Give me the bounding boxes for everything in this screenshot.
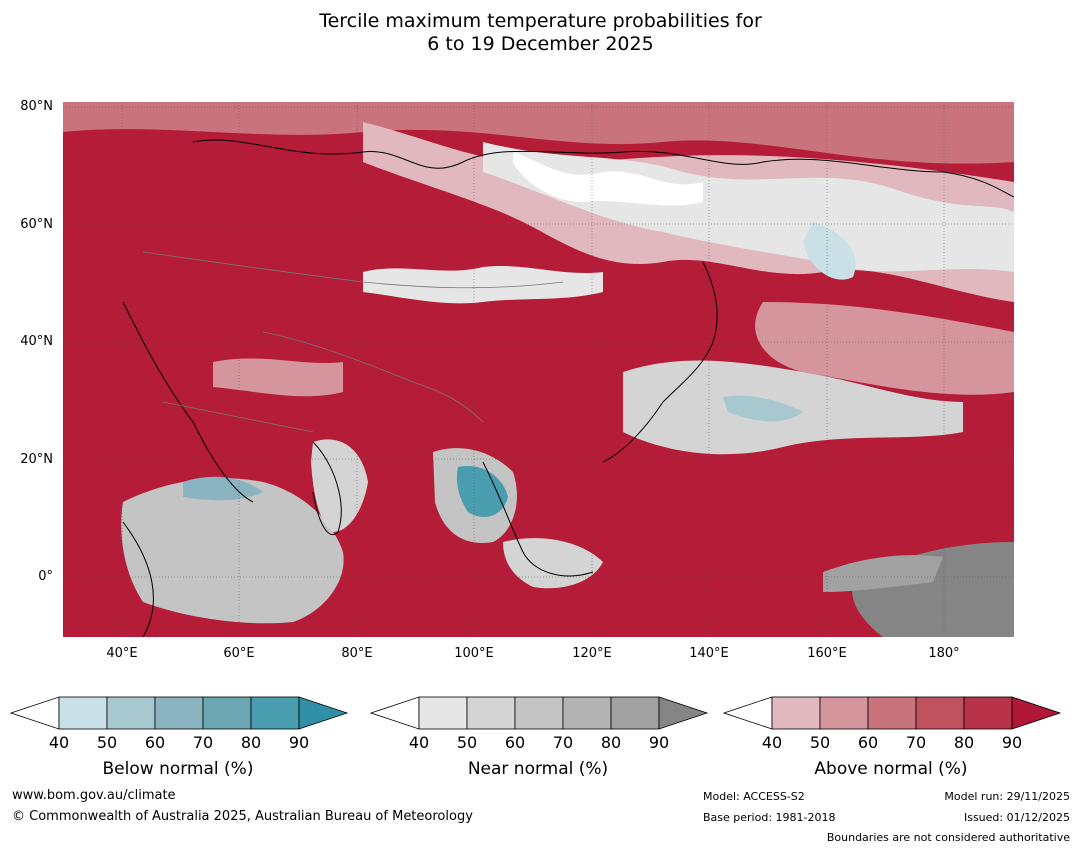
- cb-near-tick-70: 70: [552, 733, 574, 752]
- colorbar-near-50-60: [466, 696, 516, 730]
- probability-map-svg: [63, 102, 1014, 637]
- colorbar-near-60-70: [514, 696, 564, 730]
- zone-below-kamchatka: [803, 222, 856, 280]
- cb-below-tick-70: 70: [192, 733, 214, 752]
- lat-label-40n: 40°N: [20, 334, 53, 349]
- cb-above-tick-40: 40: [761, 733, 783, 752]
- colorbar-near-70-80: [562, 696, 612, 730]
- colorbar-below-title: Below normal (%): [102, 759, 254, 779]
- cb-above-tick-70: 70: [905, 733, 927, 752]
- graticule: [63, 102, 1014, 637]
- footer-base-period: Base period: 1981-2018: [703, 811, 836, 824]
- zone-below-somalia: [183, 476, 263, 501]
- colorbar-above-extend-low: [723, 696, 773, 730]
- cb-above-tick-60: 60: [857, 733, 879, 752]
- colorbar-above-50-60: [819, 696, 869, 730]
- cb-above-tick-50: 50: [809, 733, 831, 752]
- lat-label-20n: 20°N: [20, 452, 53, 467]
- zone-near-80-south-pacific: [823, 555, 943, 592]
- lon-label-160e: 160°E: [807, 646, 847, 661]
- cb-below-tick-40: 40: [48, 733, 70, 752]
- footer-model: Model: ACCESS-S2: [703, 790, 805, 803]
- probability-map: [63, 102, 1014, 637]
- colorbar-below-70-80: [202, 696, 252, 730]
- footer-boundaries-note: Boundaries are not considered authoritat…: [826, 831, 1070, 844]
- colorbar-below-extend-low: [10, 696, 60, 730]
- footer-website-link[interactable]: www.bom.gov.au/climate: [12, 788, 176, 803]
- colorbar-above-normal: [723, 696, 1062, 730]
- lon-label-120e: 120°E: [572, 646, 612, 661]
- cb-below-tick-90: 90: [288, 733, 310, 752]
- zone-above-50-pacific: [755, 302, 1014, 395]
- lon-label-100e: 100°E: [454, 646, 494, 661]
- lon-label-180: 180°: [928, 646, 960, 661]
- colorbar-near-normal: [370, 696, 709, 730]
- zone-above-iran: [213, 358, 343, 397]
- zone-below-50-pacific: [723, 395, 803, 422]
- colorbar-above-title: Above normal (%): [814, 759, 968, 779]
- colorbar-below-60-70: [154, 696, 204, 730]
- cb-below-tick-60: 60: [144, 733, 166, 752]
- map-title-line1: Tercile maximum temperature probabilitie…: [319, 10, 762, 32]
- colorbar-near-extend-high: [658, 696, 709, 730]
- colorbar-near-40-50: [418, 696, 468, 730]
- cb-near-tick-40: 40: [408, 733, 430, 752]
- colorbar-near-80-90: [610, 696, 660, 730]
- lat-label-60n: 60°N: [20, 217, 53, 232]
- lon-label-140e: 140°E: [689, 646, 729, 661]
- lat-label-80n: 80°N: [20, 99, 53, 114]
- footer-model-run: Model run: 29/11/2025: [944, 790, 1070, 803]
- footer-copyright: © Commonwealth of Australia 2025, Austra…: [12, 809, 473, 824]
- colorbar-above-40-50: [771, 696, 821, 730]
- lon-label-40e: 40°E: [106, 646, 138, 661]
- colorbar-above-extend-high: [1011, 696, 1062, 730]
- colorbar-below-40-50: [58, 696, 108, 730]
- map-title-line2: 6 to 19 December 2025: [427, 33, 654, 55]
- colorbar-near-extend-low: [370, 696, 420, 730]
- colorbar-above-80-90: [963, 696, 1013, 730]
- cb-below-tick-50: 50: [96, 733, 118, 752]
- country-borders: [142, 251, 564, 433]
- colorbar-below-80-90: [250, 696, 300, 730]
- cb-above-tick-80: 80: [953, 733, 975, 752]
- colorbar-above-60-70: [867, 696, 917, 730]
- zone-below-indochina: [456, 466, 508, 517]
- zone-near-india: [311, 439, 368, 532]
- zone-near-africa: [121, 478, 344, 624]
- cb-near-tick-60: 60: [504, 733, 526, 752]
- colorbar-below-50-60: [106, 696, 156, 730]
- colorbar-above-70-80: [915, 696, 965, 730]
- cb-below-tick-80: 80: [240, 733, 262, 752]
- cb-near-tick-90: 90: [648, 733, 670, 752]
- zone-above-70: [63, 102, 1014, 164]
- cb-near-tick-50: 50: [456, 733, 478, 752]
- lon-label-60e: 60°E: [223, 646, 255, 661]
- colorbar-near-title: Near normal (%): [467, 759, 609, 779]
- cb-above-tick-90: 90: [1001, 733, 1023, 752]
- zone-near-50-pacific: [623, 360, 963, 455]
- cb-near-tick-80: 80: [600, 733, 622, 752]
- colorbar-below-normal: [10, 696, 349, 730]
- footer-issued: Issued: 01/12/2025: [963, 811, 1070, 824]
- zone-near-central-asia: [363, 265, 603, 304]
- lon-label-80e: 80°E: [341, 646, 373, 661]
- lat-label-0: 0°: [38, 569, 53, 584]
- colorbar-below-extend-high: [298, 696, 349, 730]
- coastlines: [122, 139, 1014, 637]
- zone-white-north: [513, 152, 703, 206]
